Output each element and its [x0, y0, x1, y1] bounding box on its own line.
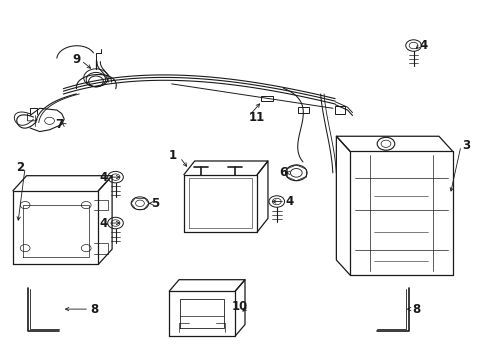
Text: 3: 3	[462, 139, 470, 152]
Text: 11: 11	[249, 111, 265, 124]
Text: 8: 8	[90, 303, 98, 316]
Text: 1: 1	[169, 149, 176, 162]
Text: 6: 6	[280, 166, 288, 179]
Text: 4: 4	[286, 195, 294, 208]
Text: 8: 8	[413, 303, 421, 316]
Text: 5: 5	[151, 197, 159, 210]
Text: 4: 4	[420, 39, 428, 52]
Text: 9: 9	[72, 53, 80, 66]
Text: 7: 7	[55, 118, 63, 131]
Text: 4: 4	[99, 171, 107, 184]
Text: 4: 4	[99, 216, 107, 230]
Text: 10: 10	[231, 300, 247, 313]
Text: 2: 2	[16, 161, 24, 174]
